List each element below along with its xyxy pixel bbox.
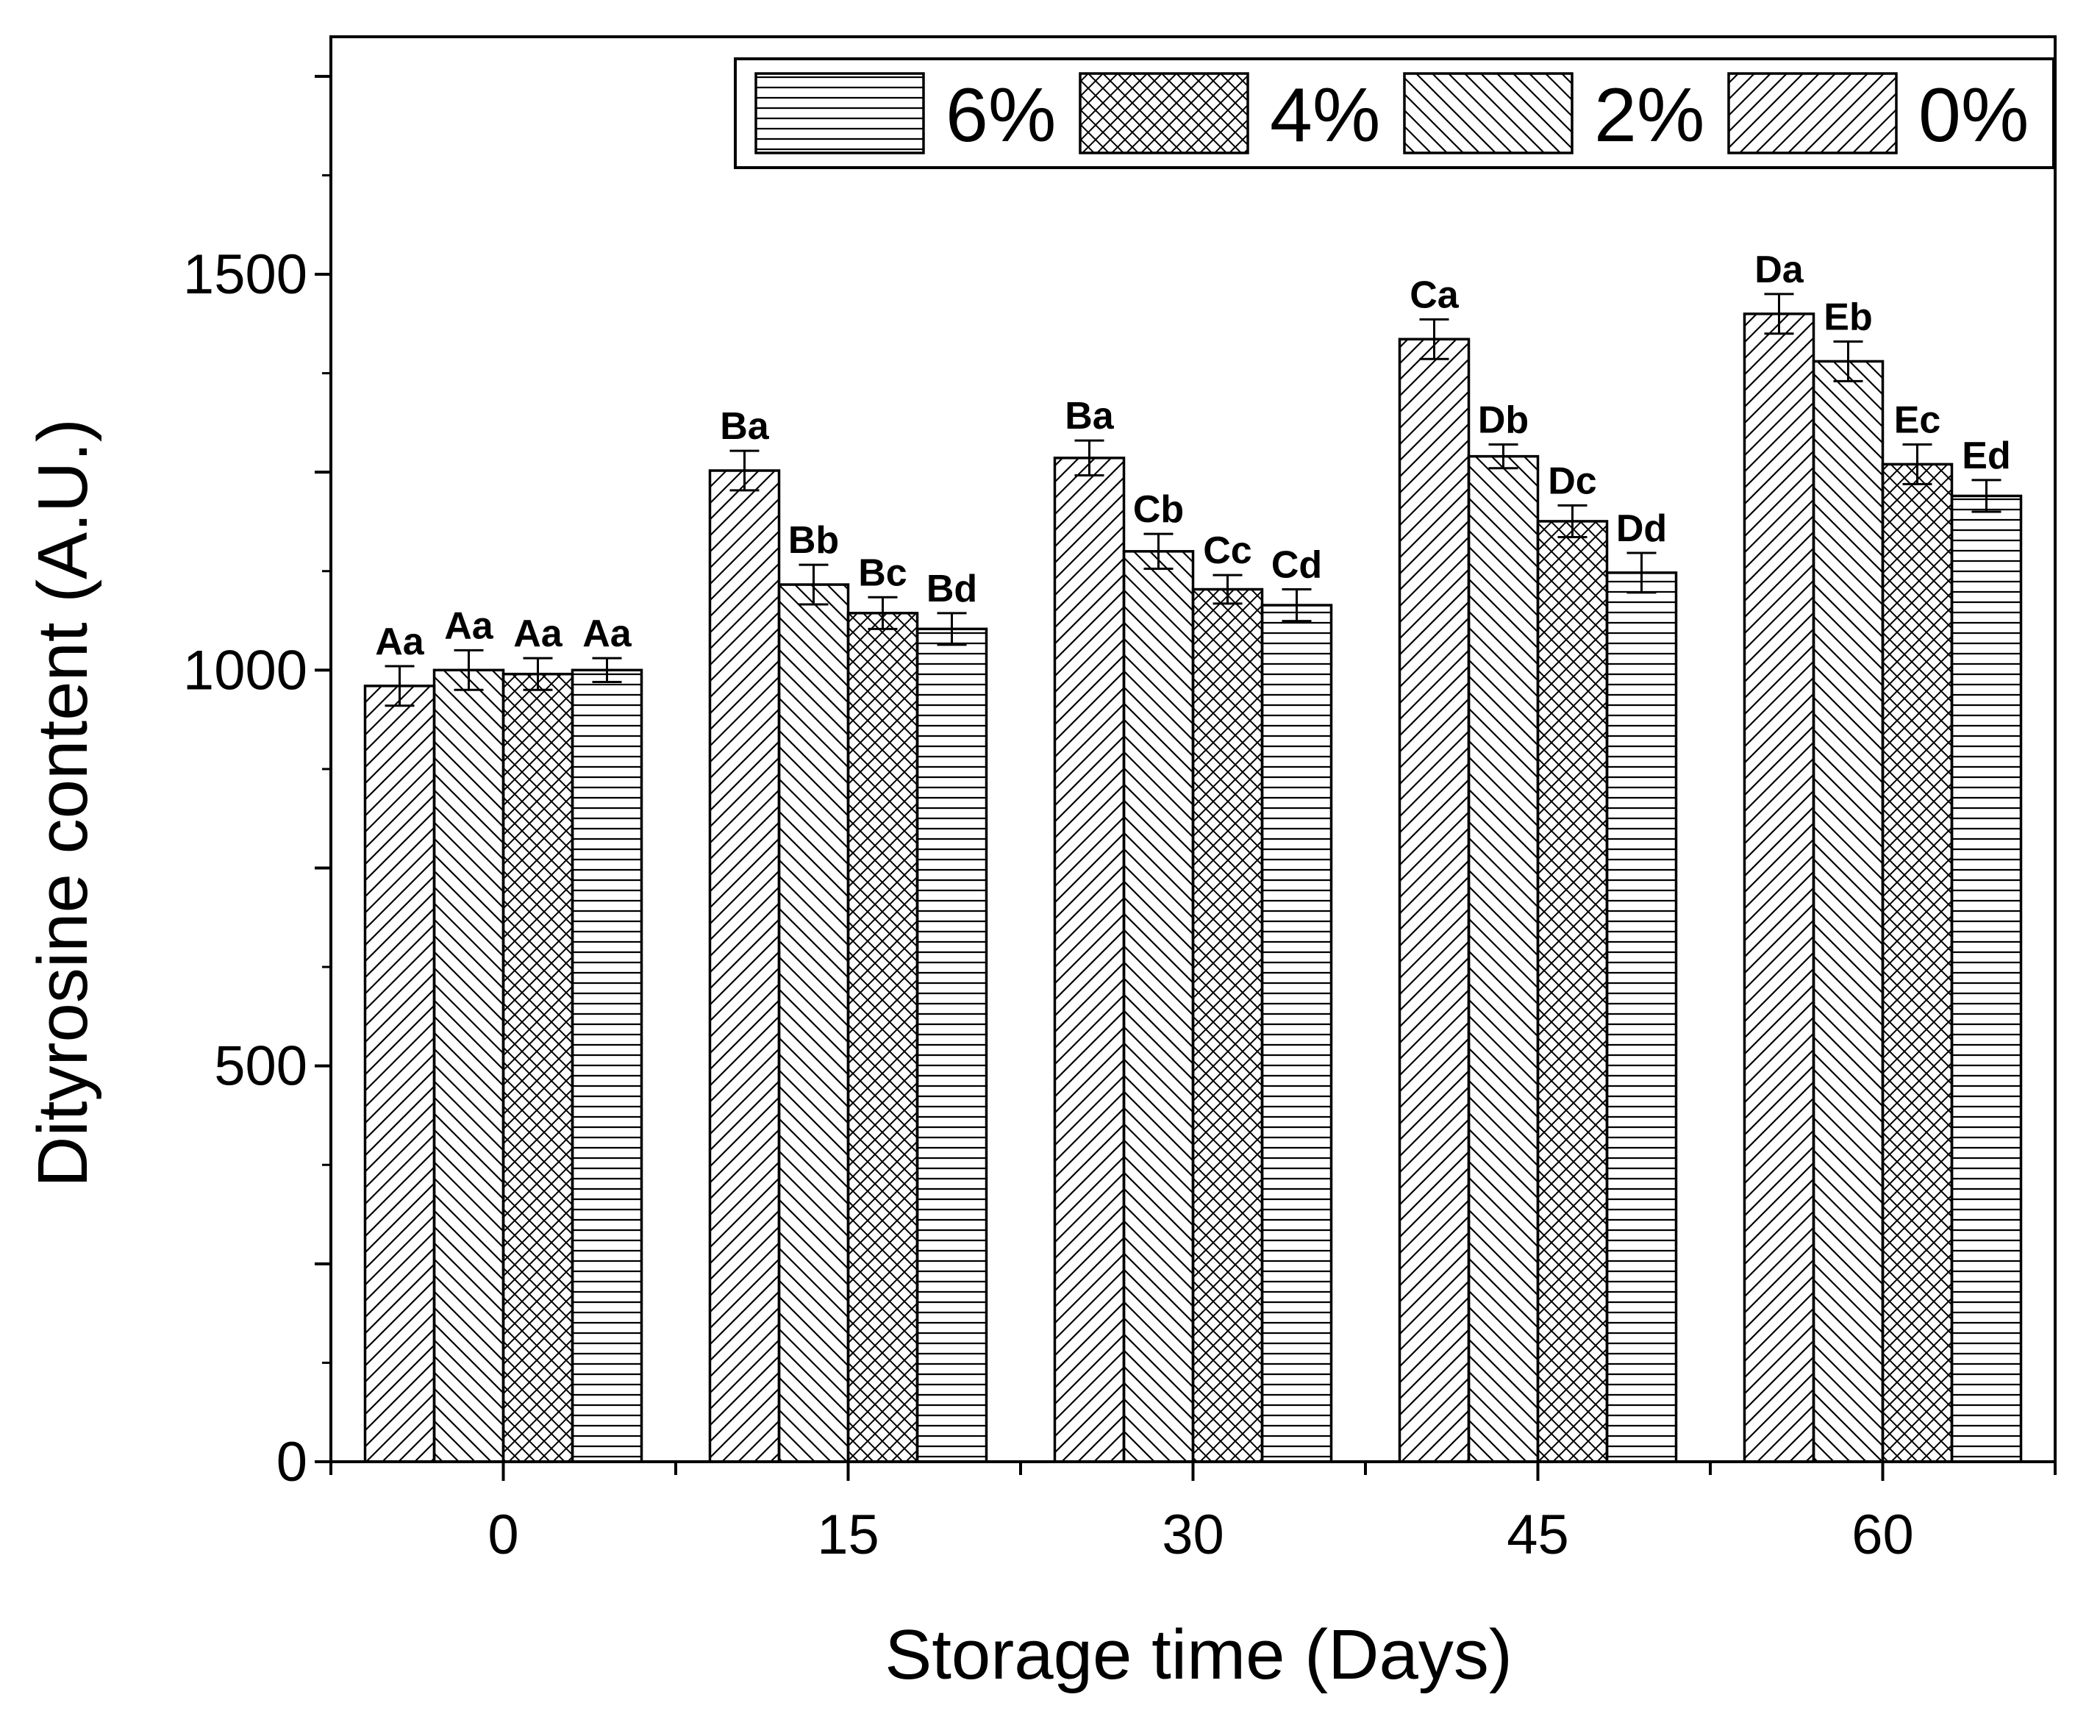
bars: Aa Ba Ba Ca Da Aa Bb Cb Db Eb Aa Bc Cc Dc Ec Aa Bd Cd Dd Ed bbox=[363, 249, 2023, 1463]
legend-swatch bbox=[754, 72, 925, 154]
bar-label: Cd bbox=[1271, 544, 1322, 587]
bar-label: Aa bbox=[444, 604, 494, 647]
legend-label: 4% bbox=[1270, 73, 1380, 158]
bar-label: Cc bbox=[1203, 529, 1251, 572]
bar-label: Bc bbox=[858, 551, 907, 594]
bar bbox=[571, 668, 643, 1463]
bar bbox=[1881, 462, 1954, 1463]
x-axis-title: Storage time (Days) bbox=[885, 1615, 1512, 1694]
bar-label: Dd bbox=[1616, 507, 1667, 550]
bar-label: Aa bbox=[375, 621, 425, 663]
bar bbox=[1260, 604, 1333, 1463]
bar bbox=[1191, 587, 1264, 1463]
bar-label: Aa bbox=[513, 612, 563, 655]
legend-label: 2% bbox=[1594, 73, 1704, 158]
x-tick-label: 30 bbox=[1162, 1504, 1224, 1566]
bar bbox=[915, 627, 988, 1463]
y-tick-label: 500 bbox=[214, 1035, 307, 1098]
bar-label: Bb bbox=[788, 519, 839, 562]
y-axis-title: Dityrosine content (A.U.) bbox=[24, 418, 102, 1187]
bar-label: Eb bbox=[1824, 296, 1872, 339]
bar bbox=[1467, 454, 1540, 1463]
y-tick-label: 1000 bbox=[183, 639, 307, 701]
y-axis: 0 500 1000 1500 bbox=[183, 74, 331, 1493]
x-tick-label: 15 bbox=[817, 1504, 879, 1566]
legend-swatch bbox=[1403, 72, 1574, 154]
bar-label: Aa bbox=[582, 612, 632, 655]
x-tick-label: 45 bbox=[1507, 1504, 1569, 1566]
x-tick-label: 0 bbox=[488, 1504, 518, 1566]
legend-swatch bbox=[1079, 72, 1249, 154]
legend-label: 6% bbox=[946, 73, 1056, 158]
legend-label: 0% bbox=[1918, 73, 2029, 158]
bar bbox=[1743, 312, 1815, 1463]
y-tick-label: 1500 bbox=[183, 243, 307, 306]
y-tick-label: 0 bbox=[276, 1431, 307, 1493]
bar-label: Ec bbox=[1894, 399, 1941, 441]
x-axis: 0 15 30 45 60 bbox=[329, 1462, 2057, 1566]
bar-label: Cb bbox=[1133, 488, 1184, 531]
legend-swatch bbox=[1727, 72, 1898, 154]
bar bbox=[846, 612, 919, 1463]
bar-label: Db bbox=[1478, 399, 1529, 441]
bar-label: Ed bbox=[1962, 435, 2010, 477]
bar bbox=[363, 685, 436, 1463]
bar bbox=[1122, 550, 1195, 1463]
bar bbox=[1536, 520, 1609, 1463]
bar-label: Ba bbox=[720, 405, 770, 448]
bar-label: Da bbox=[1754, 249, 1804, 291]
bar-label: Bd bbox=[926, 568, 977, 610]
bar bbox=[501, 672, 574, 1463]
bar-label: Ba bbox=[1065, 395, 1115, 437]
bar bbox=[1812, 360, 1885, 1463]
bar bbox=[432, 668, 505, 1463]
bar bbox=[1950, 494, 2023, 1463]
bar-label: Dc bbox=[1548, 460, 1596, 502]
bar bbox=[1605, 571, 1678, 1463]
bar bbox=[1398, 337, 1471, 1463]
bar bbox=[777, 583, 850, 1463]
legend: 6% 4% 2% 0% bbox=[734, 57, 2055, 169]
bar bbox=[708, 469, 781, 1463]
bar bbox=[1053, 457, 1126, 1463]
bar-label: Ca bbox=[1410, 274, 1460, 316]
x-tick-label: 60 bbox=[1851, 1504, 1914, 1566]
